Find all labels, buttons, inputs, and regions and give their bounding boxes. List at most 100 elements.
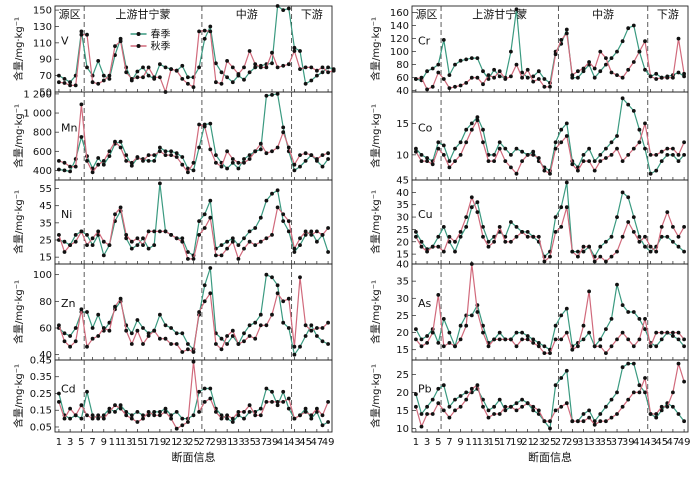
data-point-spring (631, 215, 636, 220)
data-point-autumn (469, 262, 474, 266)
data-point-autumn (281, 212, 286, 217)
data-point-autumn (620, 404, 625, 409)
data-point-autumn (298, 236, 302, 241)
data-point-autumn (615, 249, 619, 254)
data-point-spring (303, 406, 308, 411)
data-point-autumn (113, 139, 117, 144)
data-point-autumn (219, 416, 224, 421)
data-point-spring (458, 234, 463, 239)
series-line-spring (415, 284, 685, 351)
data-point-spring (320, 423, 325, 428)
data-point-autumn (163, 229, 168, 234)
data-point-autumn (497, 146, 502, 151)
data-point-autumn (247, 403, 252, 408)
data-point-spring (236, 166, 241, 171)
data-point-spring (469, 313, 474, 318)
data-point-autumn (509, 404, 513, 409)
x-tick-label: 13 (477, 437, 490, 448)
y-tick-label: 0.15 (30, 406, 52, 417)
data-point-autumn (270, 149, 274, 154)
data-point-autumn (113, 403, 117, 408)
data-point-autumn (135, 420, 140, 424)
data-point-spring (225, 166, 230, 171)
data-point-spring (62, 168, 67, 173)
data-point-spring (135, 69, 140, 74)
data-point-autumn (286, 62, 291, 67)
data-point-autumn (458, 230, 463, 234)
data-point-autumn (298, 153, 302, 158)
y-tick-label: 100 (33, 270, 52, 281)
x-tick-label: 3 (424, 437, 430, 448)
data-point-autumn (419, 424, 424, 429)
data-point-autumn (592, 259, 597, 264)
data-point-spring (62, 331, 67, 336)
x-tick-label: 25 (544, 437, 557, 448)
data-point-autumn (425, 412, 429, 416)
data-point-autumn (174, 155, 179, 159)
data-point-spring (592, 419, 597, 424)
x-tick-label: 15 (488, 437, 501, 448)
data-point-spring (275, 283, 280, 288)
data-point-autumn (531, 79, 536, 84)
data-point-spring (270, 191, 274, 196)
data-point-spring (643, 244, 647, 249)
series-line-autumn (58, 29, 334, 95)
data-point-autumn (303, 323, 308, 328)
data-point-autumn (141, 159, 145, 163)
data-point-spring (286, 406, 291, 411)
data-point-autumn (62, 416, 67, 421)
data-point-spring (659, 337, 664, 342)
data-point-spring (514, 225, 519, 229)
data-point-spring (592, 159, 597, 164)
data-point-spring (570, 75, 575, 80)
data-point-spring (96, 156, 101, 160)
legend-marker (136, 44, 141, 48)
data-point-spring (536, 69, 541, 74)
data-point-spring (665, 234, 670, 239)
data-point-autumn (559, 225, 564, 229)
x-tick-label: 11 (465, 437, 478, 448)
data-point-autumn (270, 50, 274, 55)
data-point-autumn (107, 149, 112, 154)
x-tick-label: 33 (588, 437, 601, 448)
data-point-spring (620, 39, 625, 44)
y-tick-label: 15 (396, 345, 409, 356)
data-point-spring (576, 249, 580, 254)
data-point-spring (604, 62, 608, 67)
x-tick-label: 45 (299, 437, 312, 448)
data-point-autumn (615, 337, 619, 342)
data-point-autumn (637, 140, 642, 145)
data-point-autumn (453, 84, 457, 89)
data-point-spring (242, 236, 246, 241)
data-point-autumn (481, 82, 485, 87)
data-point-autumn (90, 416, 95, 421)
data-point-spring (247, 410, 252, 414)
data-point-autumn (458, 83, 463, 88)
data-point-spring (253, 226, 258, 230)
data-point-spring (414, 146, 418, 151)
data-point-autumn (609, 344, 614, 349)
data-point-spring (531, 74, 536, 79)
data-point-autumn (225, 334, 230, 338)
data-point-spring (615, 49, 619, 54)
data-point-autumn (509, 74, 513, 79)
data-point-autumn (96, 229, 101, 234)
data-point-autumn (609, 254, 614, 259)
data-point-autumn (659, 225, 664, 229)
x-tick-label: 15 (131, 437, 144, 448)
data-point-spring (107, 154, 112, 159)
data-point-spring (197, 145, 202, 150)
data-point-spring (520, 149, 524, 154)
data-point-spring (497, 74, 502, 79)
data-point-spring (425, 334, 429, 338)
data-point-autumn (68, 83, 72, 88)
data-point-autumn (436, 293, 441, 297)
data-point-spring (654, 415, 659, 420)
data-point-spring (587, 146, 591, 151)
region-label: 上游甘宁蒙 (472, 7, 527, 21)
data-point-spring (315, 239, 319, 244)
data-point-autumn (592, 66, 597, 71)
data-point-spring (73, 326, 78, 330)
data-point-autumn (186, 347, 190, 352)
